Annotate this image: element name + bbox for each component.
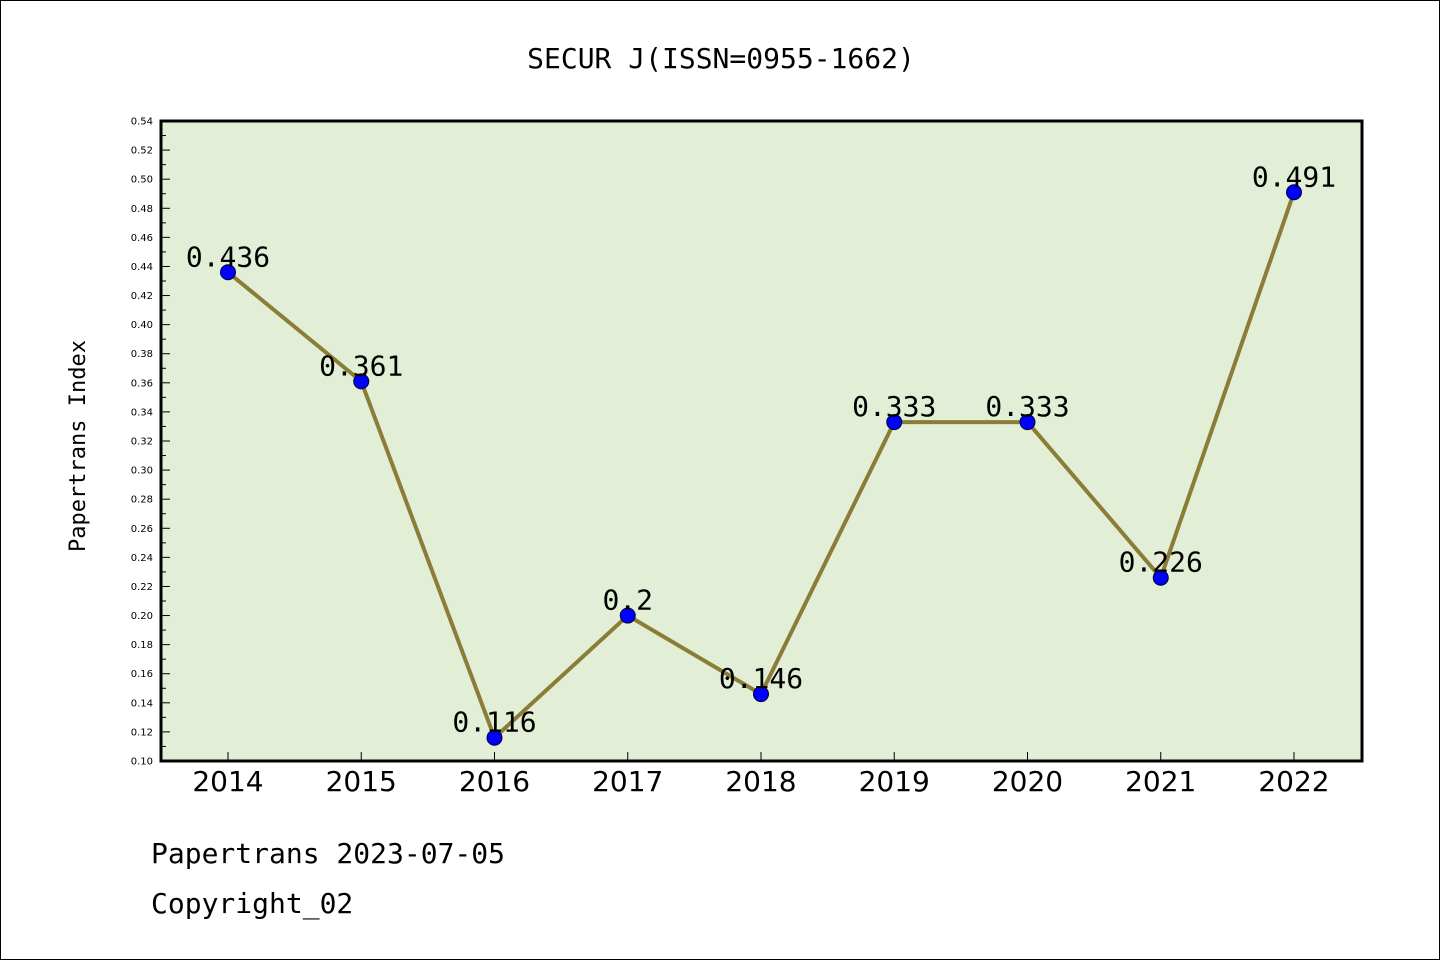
y-tick-label: 0.14 [131, 698, 153, 709]
data-label: 0.146 [719, 662, 803, 695]
data-point [220, 264, 236, 281]
x-tick-label: 2018 [725, 765, 796, 798]
y-tick-label: 0.46 [131, 233, 153, 244]
y-tick-label: 0.42 [131, 291, 153, 302]
y-tick-label: 0.40 [131, 320, 153, 331]
data-point [1152, 569, 1169, 586]
x-tick-label: 2016 [459, 765, 530, 798]
x-tick-label: 2015 [326, 765, 397, 798]
y-tick-label: 0.54 [131, 117, 153, 128]
y-tick-label: 0.20 [131, 611, 153, 622]
x-tick-label: 2021 [1125, 765, 1196, 798]
data-label: 0.116 [452, 706, 536, 739]
x-tick-label: 2017 [592, 765, 663, 798]
chart-title: SECUR J(ISSN=0955-1662) [527, 42, 915, 75]
data-point [753, 686, 769, 703]
y-tick-label: 0.36 [131, 378, 153, 389]
y-tick-label: 0.48 [131, 204, 153, 215]
data-label: 0.436 [186, 240, 270, 273]
x-tick-label: 2020 [992, 765, 1063, 798]
plot-area [159, 119, 1364, 763]
y-tick-label: 0.38 [131, 349, 153, 360]
data-point [886, 414, 903, 431]
data-label: 0.361 [319, 349, 403, 382]
y-tick-label: 0.32 [131, 437, 153, 448]
y-tick-label: 0.52 [131, 146, 153, 157]
y-tick-label: 0.34 [131, 407, 153, 418]
series-line-group [220, 184, 1302, 746]
y-tick-label: 0.18 [131, 640, 153, 651]
y-tick-label: 0.10 [131, 757, 153, 768]
x-tick-label: 2019 [859, 765, 930, 798]
footer-copyright: Copyright_02 [151, 887, 354, 920]
y-tick-label: 0.28 [131, 495, 153, 506]
y-tick-label: 0.22 [131, 582, 153, 593]
footer-date: Papertrans 2023-07-05 [151, 837, 506, 870]
data-point [486, 729, 503, 746]
data-point [619, 607, 636, 624]
x-axis-ticks: 2014 2015 2016 2017 2018 2019 2020 2021 2022 [192, 752, 1330, 798]
data-point [1286, 184, 1302, 201]
data-point [353, 373, 370, 390]
data-labels-group: 0.436 0.361 0.116 0.2 0.146 0.333 0.333 0.226 0.… [186, 160, 1336, 738]
y-tick-label: 0.12 [131, 727, 153, 738]
data-label: 0.333 [985, 390, 1069, 423]
data-label: 0.333 [852, 390, 936, 423]
x-tick-label: 2014 [192, 765, 263, 798]
y-tick-label: 0.44 [131, 262, 153, 273]
y-tick-label: 0.16 [131, 669, 153, 680]
y-axis-label: Papertrans Index [66, 340, 91, 552]
data-label: 0.226 [1119, 546, 1203, 579]
y-tick-label: 0.30 [131, 466, 153, 477]
data-label: 0.491 [1252, 160, 1336, 193]
y-axis-ticks: 0.10 0.12 0.14 0.16 0.18 0.20 0.22 0.24 0.26 0.28… [131, 117, 170, 768]
y-tick-label: 0.50 [131, 175, 153, 186]
y-tick-label: 0.24 [131, 553, 153, 564]
y-tick-label: 0.26 [131, 524, 153, 535]
x-tick-label: 2022 [1258, 765, 1329, 798]
data-point [1019, 414, 1036, 431]
data-label: 0.2 [602, 584, 653, 617]
